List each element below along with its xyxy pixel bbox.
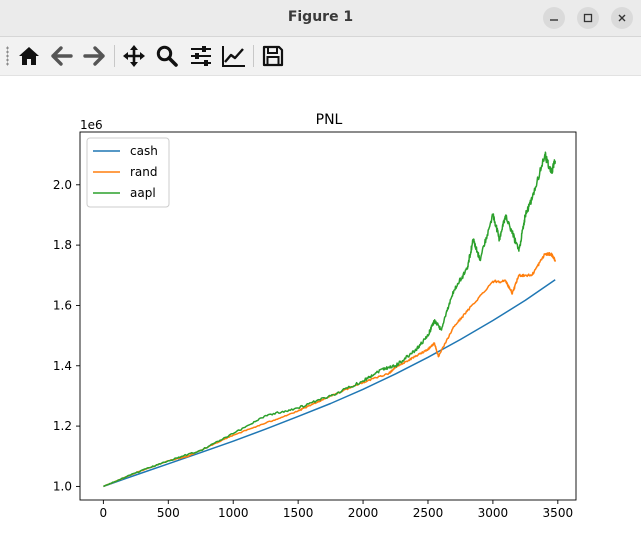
y-tick-label: 1.2 bbox=[53, 419, 72, 433]
navigation-toolbar bbox=[0, 37, 641, 76]
axes-layer: 0 500 1000 1500 2000 2500 3000 3500 1.0 1.2 1.4 1.6… bbox=[53, 131, 577, 520]
x-tick-label: 1500 bbox=[283, 506, 314, 520]
pan-icon bbox=[123, 45, 145, 67]
minimize-button[interactable] bbox=[543, 7, 565, 29]
save-icon bbox=[262, 45, 284, 67]
chart-title: PNL bbox=[316, 112, 343, 128]
y-offset-label: 1e6 bbox=[80, 118, 103, 132]
home-button[interactable] bbox=[14, 41, 44, 71]
maximize-button[interactable] bbox=[577, 7, 599, 29]
zoom-icon bbox=[156, 45, 178, 67]
configure-subplots-icon bbox=[191, 46, 211, 66]
legend-label-cash: cash bbox=[130, 144, 158, 158]
legend-box bbox=[86, 137, 170, 208]
y-tick-label: 2.0 bbox=[53, 178, 72, 192]
title-bar[interactable]: Figure 1 bbox=[0, 0, 641, 37]
toolbar-separator bbox=[114, 45, 115, 67]
back-icon bbox=[51, 46, 73, 66]
y-tick-label: 1.8 bbox=[53, 238, 72, 252]
x-tick-label: 3500 bbox=[543, 506, 574, 520]
back-button[interactable] bbox=[47, 41, 77, 71]
y-tick-label: 1.4 bbox=[53, 359, 72, 373]
series-line-cash bbox=[103, 279, 556, 488]
forward-icon bbox=[83, 46, 105, 66]
minimize-icon bbox=[550, 19, 558, 21]
save-button[interactable] bbox=[258, 41, 288, 71]
edit-axis-button[interactable] bbox=[219, 41, 249, 71]
y-tick-label: 1.0 bbox=[53, 479, 72, 493]
home-icon bbox=[19, 47, 39, 65]
series-line-aapl bbox=[103, 151, 556, 488]
maximize-icon bbox=[583, 13, 593, 23]
window-title: Figure 1 bbox=[287, 9, 354, 25]
pan-button[interactable] bbox=[119, 41, 149, 71]
y-tick-label: 1.6 bbox=[53, 298, 72, 312]
forward-button[interactable] bbox=[79, 41, 109, 71]
legend: cash rand aapl bbox=[86, 137, 170, 208]
x-tick-label: 0 bbox=[100, 506, 108, 520]
toolbar-separator bbox=[253, 45, 254, 67]
x-tick-label: 2000 bbox=[348, 506, 379, 520]
legend-label-rand: rand bbox=[130, 165, 158, 179]
configure-subplots-button[interactable] bbox=[186, 41, 216, 71]
x-tick-label: 1000 bbox=[218, 506, 249, 520]
legend-label-aapl: aapl bbox=[130, 186, 156, 200]
plot-frame bbox=[79, 131, 577, 501]
toolbar-grip[interactable] bbox=[6, 46, 9, 66]
x-tick-label: 3000 bbox=[478, 506, 509, 520]
pnl-chart[interactable]: PNL 1e6 0 500 1000 1500 2000 2500 3000 3500 1.0 1… bbox=[0, 76, 641, 555]
x-tick-label: 500 bbox=[157, 506, 180, 520]
zoom-button[interactable] bbox=[152, 41, 182, 71]
figure-canvas[interactable]: PNL 1e6 0 500 1000 1500 2000 2500 3000 3500 1.0 1… bbox=[0, 76, 641, 555]
close-button[interactable] bbox=[611, 7, 633, 29]
x-tick-label: 2500 bbox=[413, 506, 444, 520]
series-line-rand bbox=[103, 252, 556, 488]
series-layer bbox=[103, 151, 556, 488]
edit-axis-icon bbox=[222, 46, 245, 67]
close-icon bbox=[618, 14, 626, 22]
